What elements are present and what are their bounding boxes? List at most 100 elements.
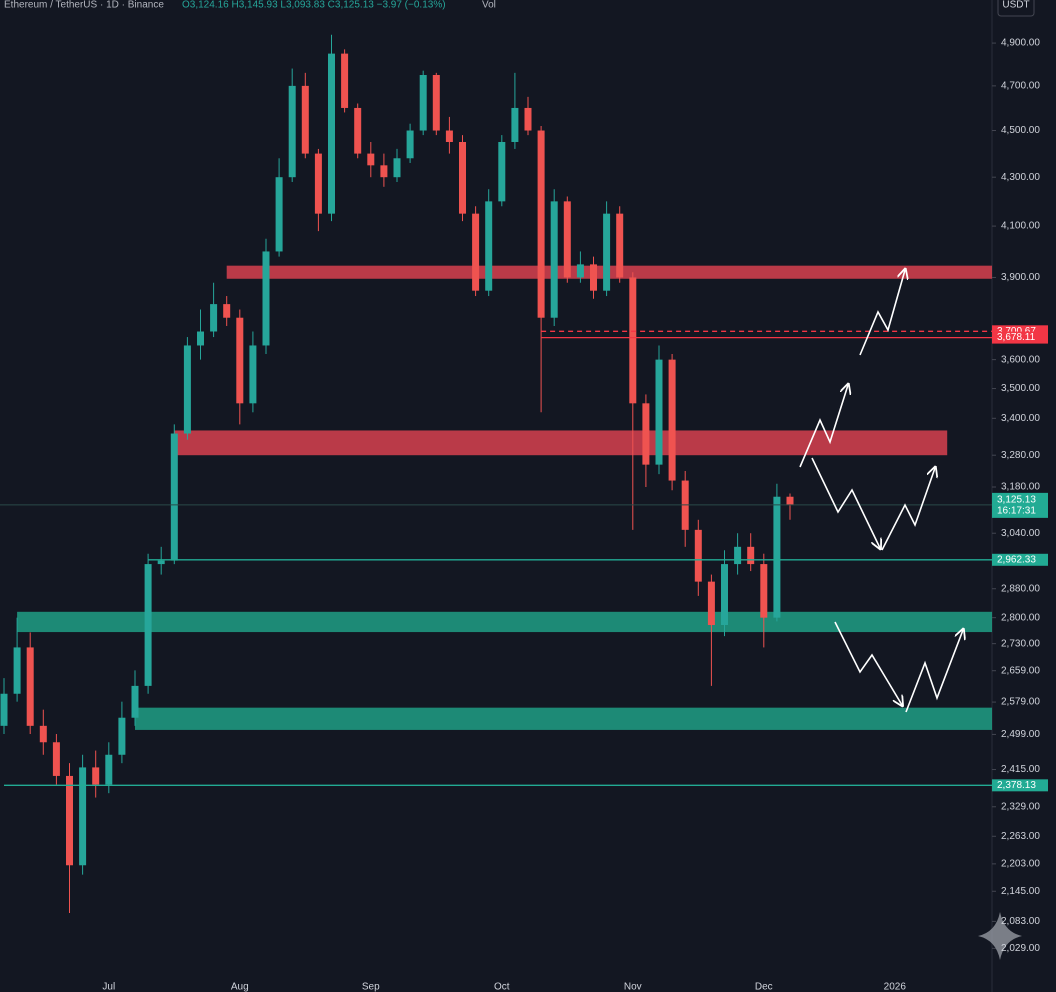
y-tick-label: 3,600.00 (1001, 354, 1040, 365)
arrow (881, 468, 935, 551)
y-tick-label: 3,500.00 (1001, 383, 1040, 394)
y-tick-label: 2,203.00 (1001, 859, 1040, 870)
y-tick-label: 3,400.00 (1001, 413, 1040, 424)
candle-body (354, 107, 362, 154)
x-tick-label: Aug (231, 982, 249, 992)
candle-body (747, 546, 755, 565)
arrow (859, 270, 905, 356)
candle-body (760, 564, 768, 618)
x-tick-label: 2026 (884, 982, 907, 992)
candle-body (380, 165, 388, 178)
arrow (799, 385, 848, 468)
candle-body (694, 529, 702, 582)
candle-body (92, 767, 100, 785)
price-tag-label: 2,378.13 (997, 780, 1036, 791)
candle-body (485, 201, 493, 291)
zone (174, 430, 948, 456)
y-tick-label: 2,083.00 (1001, 916, 1040, 927)
candle-body (642, 403, 650, 465)
projection-arrows (799, 270, 963, 713)
y-tick-label: 4,100.00 (1001, 221, 1040, 232)
candle-body (472, 213, 480, 291)
arrow (834, 621, 902, 705)
y-tick-label: 2,800.00 (1001, 612, 1040, 623)
countdown: 16:17:31 (997, 506, 1036, 517)
logo (978, 912, 1022, 960)
candle-body (629, 277, 637, 404)
candle-body (275, 177, 283, 252)
candle-body (223, 304, 231, 318)
price-tag-label: 3,678.11 (997, 332, 1036, 343)
candle-body (524, 107, 532, 131)
volume: Vol (482, 0, 496, 11)
price-tag (992, 779, 1048, 792)
candle-body (157, 560, 165, 565)
candle-body (550, 201, 558, 318)
candle-body (118, 717, 126, 755)
candle-body (301, 85, 309, 154)
y-tick-label: 4,500.00 (1001, 125, 1040, 136)
candle-body (576, 264, 584, 278)
candle-body (734, 546, 742, 565)
candle-body (786, 496, 794, 505)
plot (0, 34, 996, 949)
symbol: Ethereum / TetherUS · 1D · Binance (4, 0, 164, 11)
y-tick-label: 2,145.00 (1001, 886, 1040, 897)
arrow (811, 457, 880, 548)
candle-body (511, 107, 519, 142)
y-tick-label: 2,730.00 (1001, 638, 1040, 649)
currency-button[interactable] (997, 0, 1035, 17)
price-tag-label: 2,962.33 (997, 554, 1036, 565)
candle-body (314, 153, 322, 214)
y-tick-label: 2,329.00 (1001, 801, 1040, 812)
x-tick-label: Jul (102, 982, 115, 992)
candle-body (144, 564, 152, 686)
candle-body (197, 331, 204, 346)
candle-body (393, 158, 401, 178)
y-tick-label: 2,029.00 (1001, 943, 1040, 954)
candle-body (210, 304, 218, 332)
x-tick-label: Sep (362, 982, 380, 992)
y-tick-label: 2,880.00 (1001, 583, 1040, 594)
y-tick-label: 4,300.00 (1001, 172, 1040, 183)
candle-body (0, 693, 8, 726)
candle-body (262, 251, 270, 346)
candle-body (459, 141, 466, 214)
candle-body (445, 130, 453, 142)
candle-body (498, 141, 506, 202)
candle-body (170, 433, 178, 561)
candle-body (721, 564, 728, 626)
candle-body (406, 130, 414, 159)
candle-body (432, 75, 440, 131)
y-tick-label: 2,579.00 (1001, 697, 1040, 708)
candle-body (367, 153, 375, 166)
candle-body (773, 496, 781, 618)
y-tick-label: 3,180.00 (1001, 482, 1040, 493)
candle-body (66, 775, 73, 866)
price-tag (992, 331, 1048, 344)
candle-body (603, 213, 611, 291)
candle-body (26, 647, 34, 726)
price-tag (992, 492, 1048, 518)
currency[interactable]: USDT (1002, 0, 1029, 11)
arrow (905, 630, 963, 713)
candle-body (668, 359, 676, 481)
candle-body (590, 264, 597, 291)
y-tick-label: 2,263.00 (1001, 831, 1040, 842)
price-tag (992, 553, 1048, 566)
x-tick-label: Nov (624, 982, 642, 992)
candle-body (563, 201, 571, 278)
price-tag-label: 3,125.13 (997, 495, 1036, 506)
candle-body (52, 742, 60, 776)
candle-body (79, 767, 87, 866)
candle-body (616, 213, 624, 278)
candle-body (707, 581, 715, 626)
candle-body (328, 53, 335, 214)
y-tick-label: 2,415.00 (1001, 764, 1040, 775)
candle-body (183, 345, 191, 434)
y-tick-label: 2,659.00 (1001, 665, 1040, 676)
candle-body (655, 359, 663, 465)
candle-body (537, 130, 545, 318)
